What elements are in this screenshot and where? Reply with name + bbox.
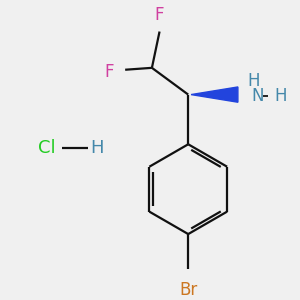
Text: F: F bbox=[104, 63, 114, 81]
Text: Br: Br bbox=[179, 281, 197, 299]
Text: H: H bbox=[247, 72, 260, 90]
Text: H: H bbox=[274, 88, 287, 106]
Polygon shape bbox=[191, 87, 238, 102]
Text: H: H bbox=[91, 139, 104, 157]
Text: F: F bbox=[155, 6, 164, 24]
Text: N: N bbox=[251, 88, 264, 106]
Text: Cl: Cl bbox=[38, 139, 56, 157]
